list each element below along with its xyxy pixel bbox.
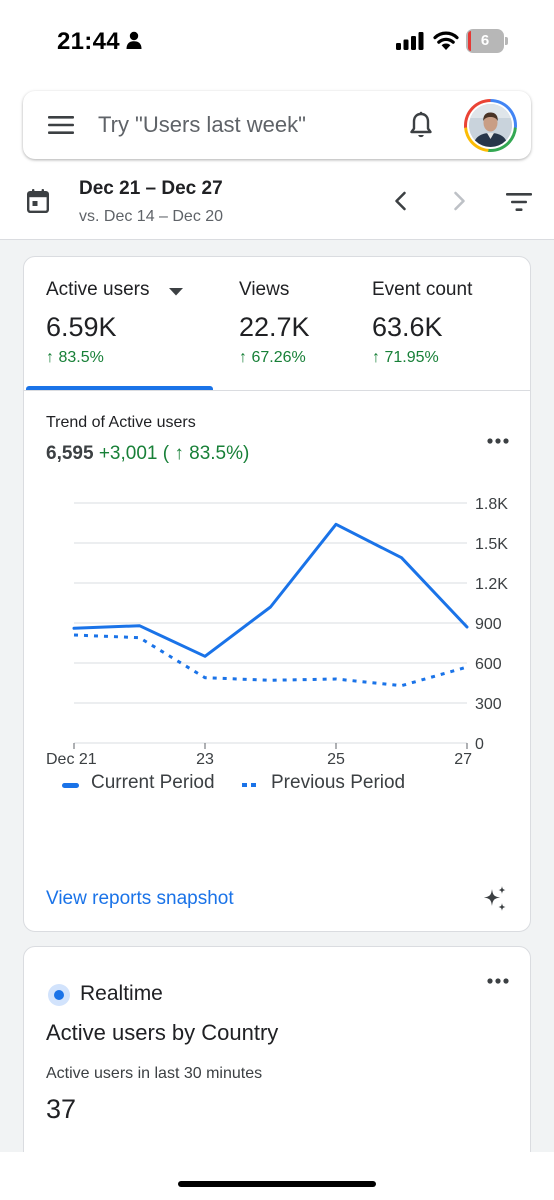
y-tick-label: 0	[475, 736, 484, 753]
tab-views[interactable]: Views 22.7K ↑ 67.26%	[214, 257, 354, 389]
x-tick-label: 27	[454, 751, 472, 768]
overview-card: Active users 6.59K ↑ 83.5% Views 22.7K ↑…	[23, 256, 531, 932]
tab-active-users[interactable]: Active users 6.59K ↑ 83.5%	[24, 257, 214, 389]
legend-label: Previous Period	[271, 772, 406, 793]
header-divider	[0, 239, 554, 240]
realtime-count: 37	[46, 1094, 77, 1124]
legend-swatch-dashed	[242, 783, 260, 787]
series-line-previous-period	[73, 633, 468, 688]
bell-icon[interactable]	[409, 111, 433, 139]
x-tick-label: Dec 21	[46, 751, 97, 768]
y-tick-label: 1.2K	[475, 576, 508, 593]
realtime-subtitle: Active users in last 30 minutes	[46, 1065, 263, 1082]
y-tick-label: 1.8K	[475, 496, 508, 513]
trend-chart: 0 300 600 900 1.2K 1.5K 1.8K Dec 21 23 25 27	[46, 496, 508, 768]
avatar[interactable]	[464, 99, 517, 152]
realtime-card: Realtime Active users by Country Active …	[23, 946, 531, 1186]
tab-change: ↑ 71.95%	[372, 349, 439, 366]
trend-delta: +3,001 ( ↑ 83.5%)	[98, 443, 250, 464]
status-bar: 21:44 6	[0, 0, 554, 84]
series-line-current-period	[72, 522, 469, 658]
tab-label: Event count	[372, 279, 473, 300]
battery-level: 6	[480, 32, 490, 49]
search-input[interactable]: Try "Users last week"	[98, 112, 306, 137]
bottom-bar	[0, 1152, 554, 1200]
view-reports-snapshot-link[interactable]: View reports snapshot	[46, 888, 234, 909]
x-tick-label: 25	[327, 751, 345, 768]
trend-total: 6,595	[46, 443, 94, 464]
legend-swatch-solid	[62, 783, 79, 788]
filter-icon[interactable]	[506, 192, 532, 212]
cellular-signal-icon	[396, 32, 424, 50]
x-tick-label: 23	[196, 751, 214, 768]
menu-icon[interactable]	[48, 115, 74, 135]
tab-change: ↑ 67.26%	[239, 349, 306, 366]
calendar-icon[interactable]	[27, 189, 49, 213]
more-options-icon[interactable]	[487, 978, 509, 984]
tab-event-count[interactable]: Event count 63.6K ↑ 71.95%	[354, 257, 530, 389]
date-range-comparison: vs. Dec 14 – Dec 20	[79, 208, 224, 225]
search-bar[interactable]: Try "Users last week"	[23, 91, 531, 159]
sparkle-icon[interactable]	[481, 885, 509, 913]
tabs-divider	[24, 390, 530, 391]
tab-change: ↑ 83.5%	[46, 349, 104, 366]
app-header: 21:44 6 Try "Users last week	[0, 0, 554, 240]
battery-icon: 6	[466, 29, 508, 53]
realtime-title: Active users by Country	[46, 1020, 279, 1045]
avatar-photo	[469, 104, 512, 147]
y-tick-label: 1.5K	[475, 536, 508, 553]
date-range-bar: Dec 21 – Dec 27 vs. Dec 14 – Dec 20	[0, 168, 554, 240]
realtime-label: Realtime	[80, 982, 163, 1005]
trend-summary: 6,595 +3,001 ( ↑ 83.5%)	[46, 443, 249, 465]
tab-value: 63.6K	[372, 312, 443, 342]
home-indicator[interactable]	[178, 1181, 376, 1187]
caret-down-icon[interactable]	[169, 288, 183, 296]
y-tick-label: 900	[475, 616, 502, 633]
tab-value: 22.7K	[239, 312, 310, 342]
trend-title: Trend of Active users	[46, 414, 196, 431]
chevron-right-icon	[454, 191, 465, 211]
person-icon	[126, 31, 142, 49]
y-tick-label: 300	[475, 696, 502, 713]
tab-value: 6.59K	[46, 312, 117, 342]
tab-label: Active users	[46, 279, 150, 300]
wifi-icon	[433, 31, 459, 50]
selected-tab-indicator	[26, 386, 213, 390]
chevron-left-icon[interactable]	[389, 189, 413, 213]
date-range-current[interactable]: Dec 21 – Dec 27	[79, 178, 223, 199]
legend-label: Current Period	[91, 772, 215, 793]
more-options-icon[interactable]	[487, 438, 509, 444]
status-time: 21:44	[57, 28, 120, 55]
y-tick-label: 600	[475, 656, 502, 673]
tab-label: Views	[239, 279, 290, 300]
realtime-live-dot	[48, 984, 70, 1006]
